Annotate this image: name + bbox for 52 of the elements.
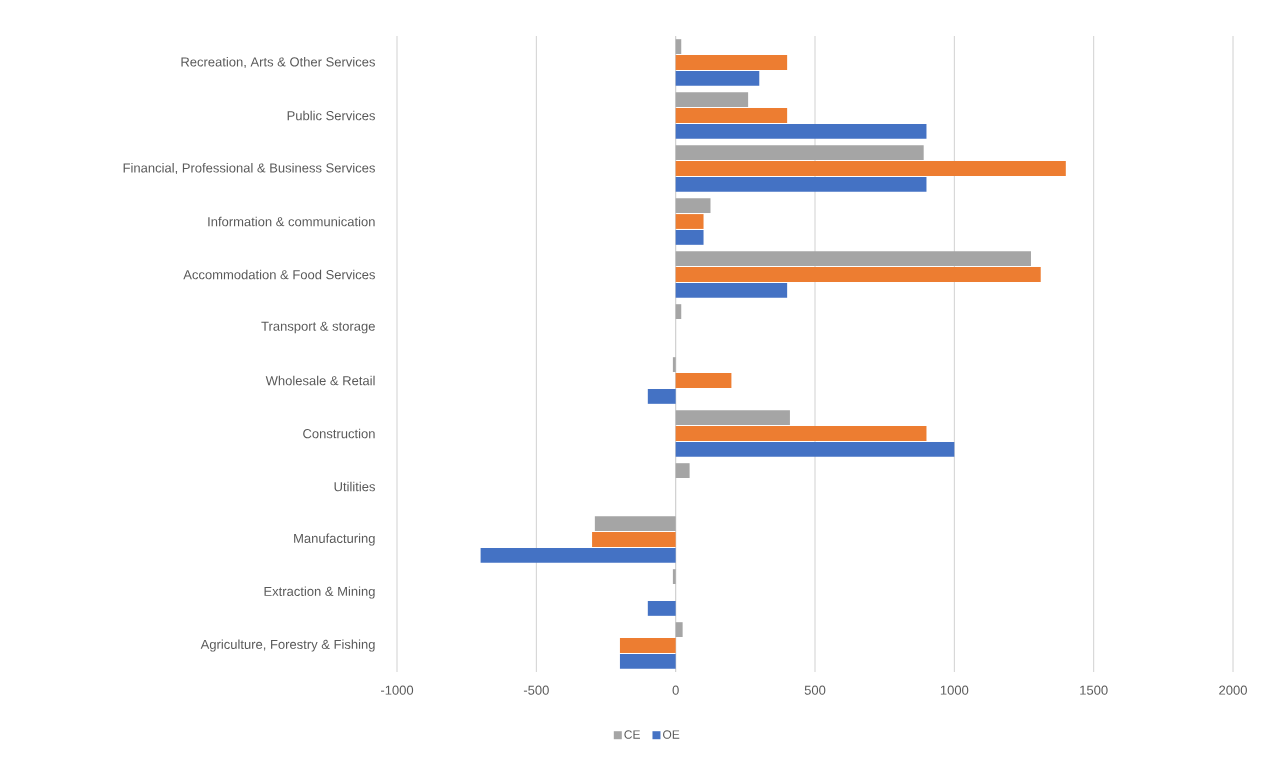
bar [675, 145, 924, 161]
y-tick-label: Financial, Professional & Business Services [123, 162, 375, 175]
legend-label: OE [663, 730, 680, 739]
y-tick-label: Utilities [334, 481, 375, 492]
x-tick-label: -1000 [380, 685, 414, 695]
bar [675, 161, 1066, 176]
bar [675, 92, 749, 108]
bar [675, 373, 732, 388]
y-tick-label: Accommodation & Food Services [183, 269, 375, 280]
bar [675, 229, 704, 245]
bar [675, 304, 682, 320]
y-tick-label: Information & communication [208, 216, 375, 227]
y-tick-label: Wholesale & Retail [265, 375, 375, 386]
bar [675, 70, 760, 86]
bar [675, 108, 788, 123]
bar [675, 410, 790, 426]
bar [675, 198, 711, 214]
bar [619, 653, 676, 669]
bar [675, 39, 682, 55]
bar [675, 267, 1041, 282]
bar [647, 388, 676, 404]
bar [675, 441, 955, 457]
x-tick-label: 2000 [1219, 685, 1247, 695]
bar [480, 547, 676, 563]
x-tick-label: 1000 [940, 685, 969, 695]
x-tick-label: 0 [672, 685, 679, 695]
bar [675, 55, 788, 70]
y-tick-label: Extraction & Mining [264, 586, 375, 599]
bar [675, 214, 704, 229]
legend-label: CE [624, 730, 640, 739]
x-tick-label: 1500 [1080, 685, 1108, 695]
bar [675, 622, 683, 638]
bar [619, 638, 676, 653]
bar [675, 123, 927, 139]
y-tick-label: Manufacturing [294, 533, 375, 546]
y-tick-label: Recreation, Arts & Other Services [181, 56, 375, 69]
x-tick-label: 500 [804, 685, 826, 695]
bar [675, 251, 1031, 267]
bar [672, 357, 676, 373]
bar [594, 516, 676, 532]
bar [675, 176, 927, 192]
y-tick-label: Transport & storage [261, 321, 375, 334]
bar [675, 282, 788, 298]
bar [675, 426, 927, 441]
x-tick-label: -500 [523, 685, 549, 695]
y-tick-label: Public Services [287, 110, 375, 121]
bar [647, 600, 676, 616]
bar [675, 463, 690, 479]
y-tick-label: Construction [303, 428, 375, 439]
y-tick-label: Agriculture, Forestry & Fishing [200, 639, 375, 652]
bar [592, 532, 676, 547]
bar [672, 569, 676, 585]
